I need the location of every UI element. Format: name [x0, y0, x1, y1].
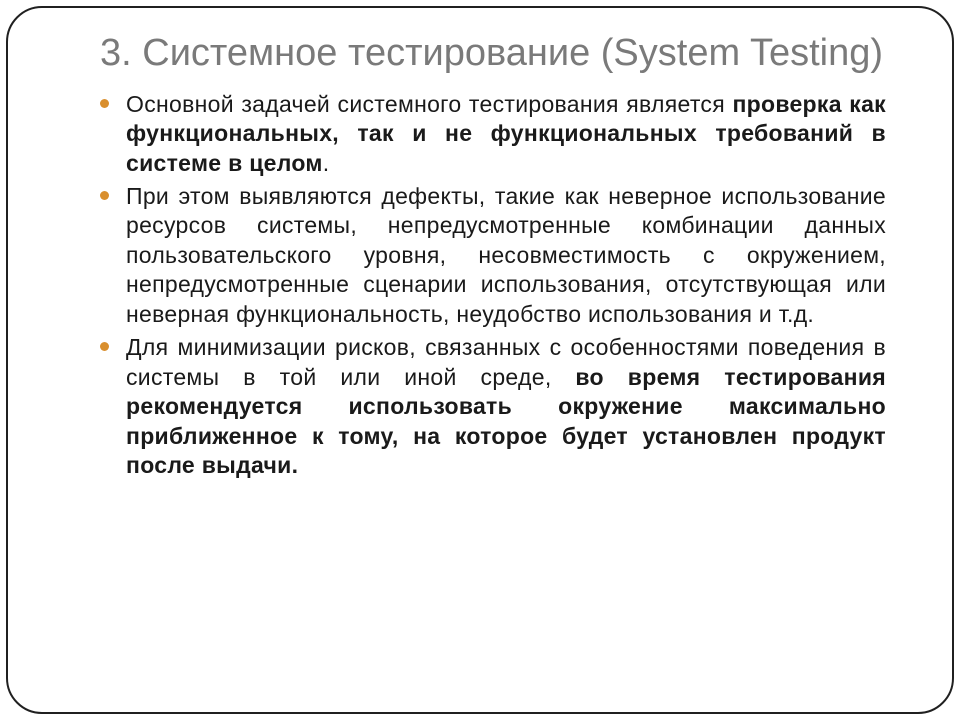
- bullet-icon: [100, 191, 109, 200]
- bullet-text: При этом выявляются дефекты, такие как н…: [126, 182, 886, 329]
- bullet-text: Основной задачей системного тестирования…: [126, 90, 886, 178]
- text-run: При этом выявляются дефекты, такие как н…: [126, 183, 886, 327]
- list-item: Для минимизации рисков, связанных с особ…: [100, 333, 886, 480]
- slide-content: Основной задачей системного тестирования…: [100, 90, 886, 481]
- text-run: Основной задачей системного тестирования…: [126, 91, 732, 117]
- list-item: При этом выявляются дефекты, такие как н…: [100, 182, 886, 329]
- slide: 3. Системное тестирование (System Testin…: [0, 0, 960, 720]
- text-run: .: [323, 150, 330, 176]
- bullet-icon: [100, 99, 109, 108]
- bullet-icon: [100, 342, 109, 351]
- slide-title: 3. Системное тестирование (System Testin…: [100, 32, 890, 76]
- list-item: Основной задачей системного тестирования…: [100, 90, 886, 178]
- bullet-text: Для минимизации рисков, связанных с особ…: [126, 333, 886, 480]
